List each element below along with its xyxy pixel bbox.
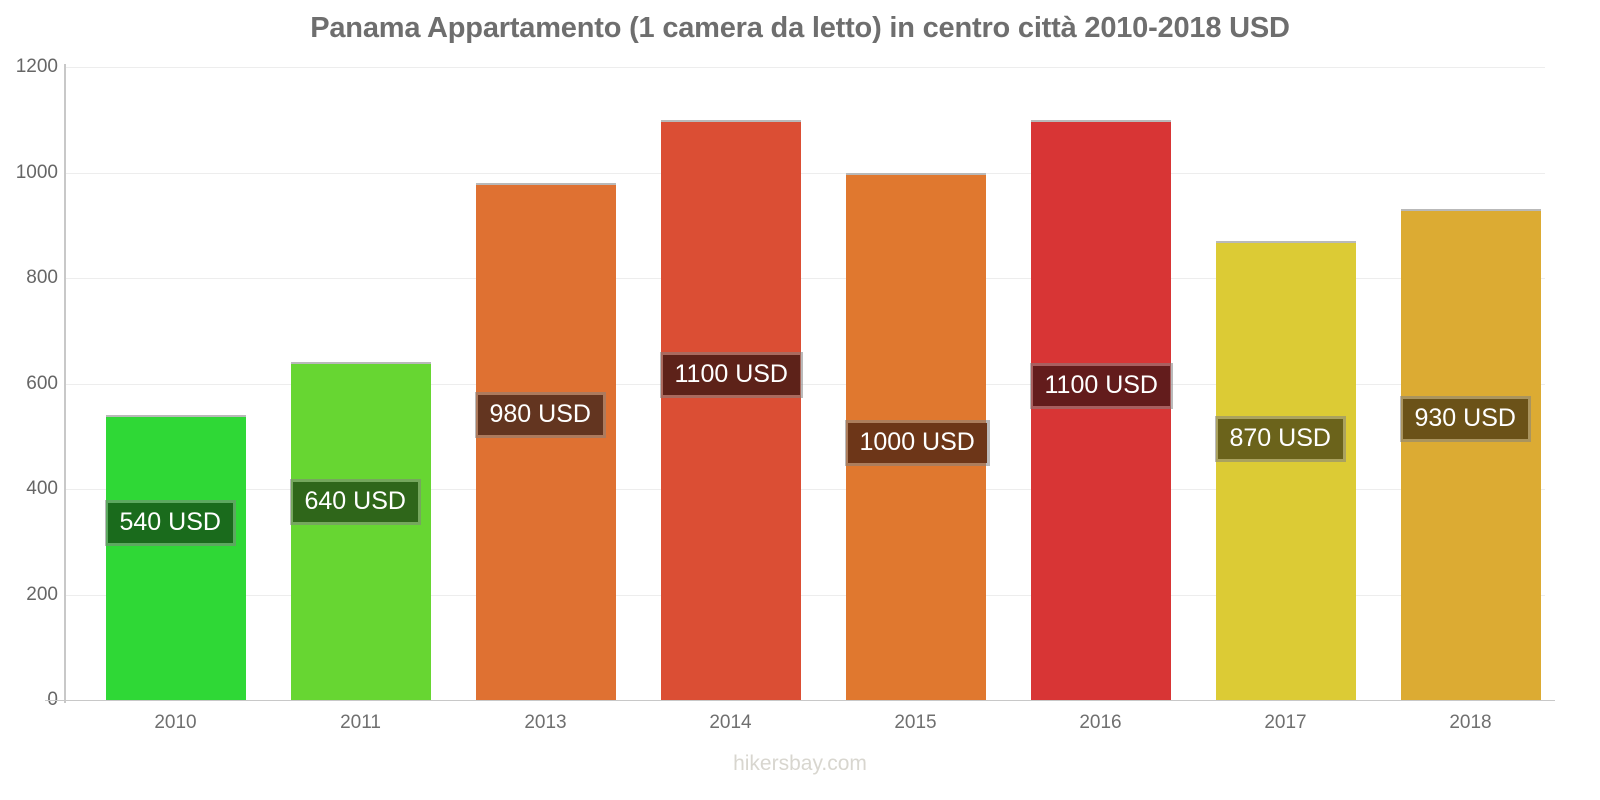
y-axis-tick-1200: 1200 bbox=[15, 56, 58, 77]
x-axis-tick-2017: 2017 bbox=[1264, 712, 1307, 733]
x-axis-tick-2015: 2015 bbox=[894, 712, 937, 733]
gridline bbox=[65, 489, 1545, 490]
value-label-2016: 1100 USD bbox=[1032, 365, 1170, 406]
y-axis-tick-0: 0 bbox=[2, 689, 58, 711]
bar-2018[interactable] bbox=[1400, 209, 1541, 700]
bar-2014[interactable] bbox=[660, 119, 801, 700]
bar-2013[interactable] bbox=[475, 183, 616, 700]
gridline bbox=[65, 67, 1545, 68]
x-axis-tick-2011: 2011 bbox=[340, 712, 381, 733]
x-axis-tick-2018: 2018 bbox=[1449, 712, 1492, 733]
x-axis-tick-2016: 2016 bbox=[1079, 712, 1122, 733]
bar-2011[interactable] bbox=[290, 362, 431, 700]
gridline bbox=[65, 594, 1545, 596]
value-label-2015: 1000 USD bbox=[847, 422, 987, 463]
y-axis-tick-800: 800 bbox=[26, 267, 58, 288]
y-axis-tick-1000: 1000 bbox=[15, 161, 58, 183]
y-axis-line bbox=[64, 64, 66, 703]
value-label-2010: 540 USD bbox=[107, 503, 233, 544]
plot-area: 540 USD 640 USD 980 USD 1100 USD 1000 USD 110… bbox=[65, 67, 1545, 700]
x-axis-line bbox=[45, 700, 1555, 701]
y-axis-tick-200: 200 bbox=[26, 583, 58, 605]
page-title: Panama Appartamento (1 camera da letto) … bbox=[310, 12, 1290, 44]
x-axis-tick-2013: 2013 bbox=[524, 712, 567, 733]
value-label-2013: 980 USD bbox=[477, 395, 603, 436]
gridline bbox=[65, 172, 1545, 174]
source-credit: hikersbay.com bbox=[733, 752, 867, 775]
y-axis-tick-600: 600 bbox=[26, 372, 58, 394]
x-axis-tick-2010: 2010 bbox=[154, 712, 197, 733]
value-label-2011: 640 USD bbox=[292, 482, 418, 523]
value-label-2017: 870 USD bbox=[1217, 419, 1343, 460]
gridline bbox=[65, 383, 1545, 385]
gridline bbox=[65, 278, 1545, 279]
value-label-2014: 1100 USD bbox=[662, 354, 800, 395]
y-axis-tick-labels: 1200 1000 800 600 400 200 0 bbox=[0, 0, 58, 800]
x-axis-tick-2014: 2014 bbox=[709, 712, 752, 733]
bar-2016[interactable] bbox=[1030, 119, 1171, 700]
y-axis-tick-400: 400 bbox=[26, 478, 58, 499]
bar-2017[interactable] bbox=[1215, 241, 1356, 700]
bar-2010[interactable] bbox=[105, 415, 246, 700]
value-label-2018: 930 USD bbox=[1402, 399, 1528, 440]
